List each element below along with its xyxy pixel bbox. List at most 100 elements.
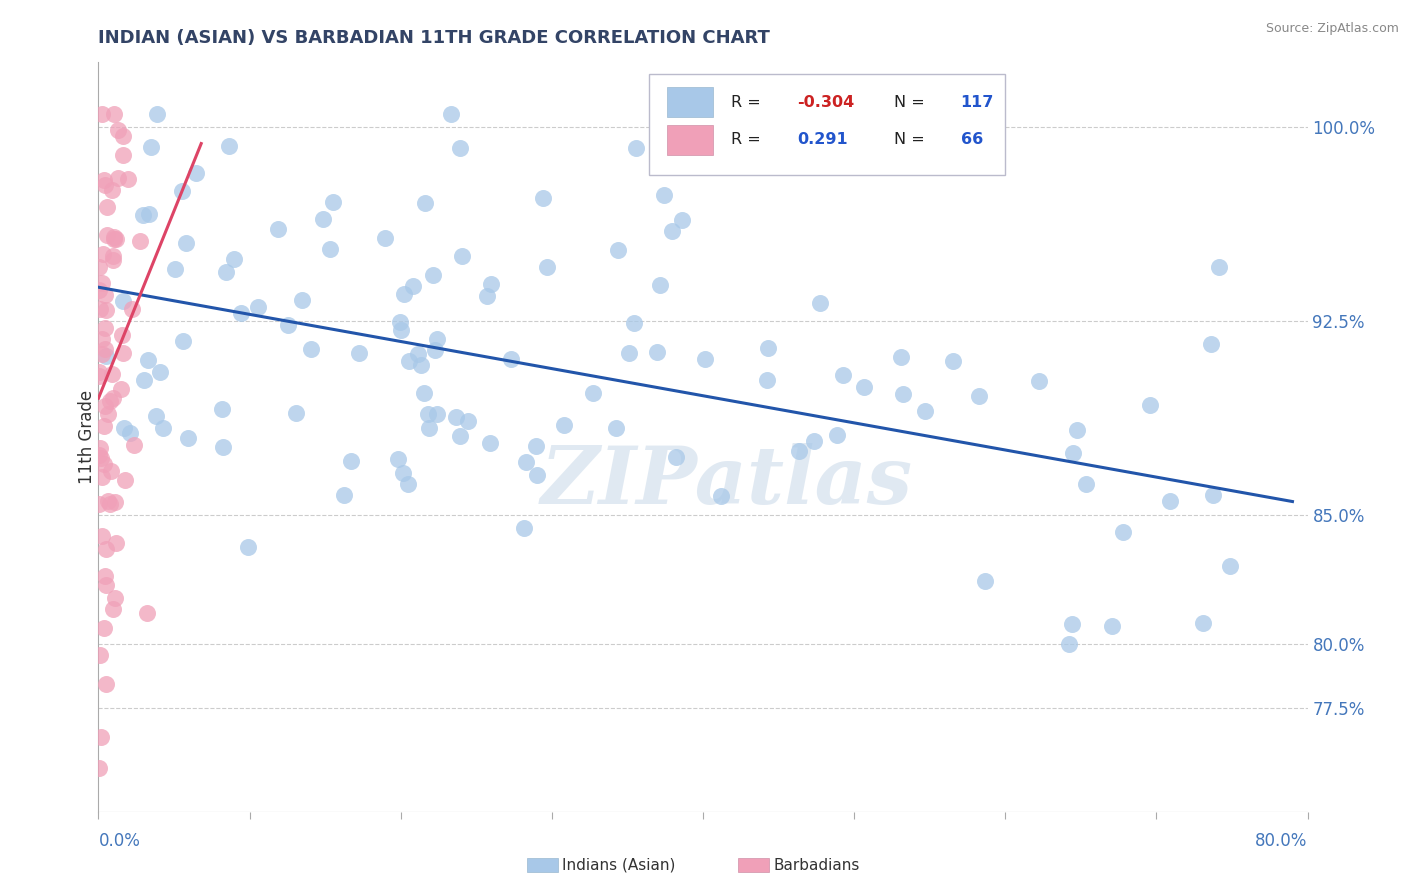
Point [624,141,647,155]
Point [132,373,155,387]
Point [319,243,342,257]
Point [623,316,645,330]
Point [107,171,129,186]
Point [1139,398,1161,412]
Point [449,141,471,155]
Point [1112,525,1135,540]
Point [422,268,444,283]
Point [87,283,110,297]
Point [90,276,112,290]
Point [121,302,143,317]
Point [803,434,825,448]
Point [392,466,415,480]
Point [93,172,115,186]
Point [174,235,197,250]
Point [1062,616,1084,631]
Point [787,444,810,458]
Point [90,470,112,484]
Point [96,676,118,690]
Point [665,450,688,465]
Point [1066,423,1088,437]
Point [96,227,118,242]
Point [103,249,125,263]
Point [808,295,831,310]
Point [145,409,167,423]
Point [1101,619,1123,633]
Point [1159,494,1181,508]
Point [1199,336,1222,351]
Point [93,621,115,635]
Point [100,464,122,478]
Point [89,648,111,663]
Point [755,372,778,386]
Text: 0.291: 0.291 [797,132,848,147]
Point [374,231,396,245]
Text: Indians (Asian): Indians (Asian) [562,858,676,872]
Text: Barbadians: Barbadians [773,858,859,872]
Point [418,407,440,421]
Text: 0.0%: 0.0% [98,832,141,850]
Point [104,591,127,605]
Point [387,451,409,466]
Point [87,761,110,775]
Text: ZIPatlas: ZIPatlas [541,443,914,521]
Point [138,207,160,221]
Point [103,602,125,616]
Point [91,107,114,121]
Point [89,441,111,455]
Point [163,262,186,277]
Point [103,229,125,244]
Point [693,352,716,367]
Point [440,107,463,121]
Point [117,172,139,186]
Point [215,264,238,278]
Point [87,448,110,462]
Point [87,368,110,383]
Point [852,380,875,394]
Point [710,489,733,503]
Point [285,406,308,420]
Text: INDIAN (ASIAN) VS BARBADIAN 11TH GRADE CORRELATION CHART: INDIAN (ASIAN) VS BARBADIAN 11TH GRADE C… [98,29,770,47]
Point [110,382,132,396]
Point [94,568,117,582]
Point [645,345,668,359]
Point [756,341,779,355]
Point [100,368,122,382]
Point [94,343,117,357]
Point [449,429,471,443]
Point [132,208,155,222]
Point [967,389,990,403]
Point [914,403,936,417]
Point [93,246,115,260]
Point [87,260,110,275]
Point [103,232,125,246]
Point [423,343,446,357]
Point [974,574,997,589]
Point [89,302,111,317]
Point [418,421,440,435]
Point [98,394,121,409]
Point [1059,637,1081,651]
Point [172,334,194,348]
Point [475,289,498,303]
Point [112,420,135,434]
Point [396,477,419,491]
Text: R =: R = [731,132,766,147]
Point [124,438,146,452]
Point [91,347,114,361]
Point [426,408,449,422]
Text: R =: R = [731,95,766,110]
Point [1201,488,1223,502]
Point [581,386,603,401]
Point [96,200,118,214]
Point [524,439,547,453]
Point [267,222,290,236]
Point [93,457,115,471]
Point [94,349,117,363]
Point [177,431,200,445]
Point [94,288,117,302]
Point [607,243,630,257]
Y-axis label: 11th Grade: 11th Grade [77,390,96,484]
Point [118,425,141,440]
Point [832,368,855,382]
